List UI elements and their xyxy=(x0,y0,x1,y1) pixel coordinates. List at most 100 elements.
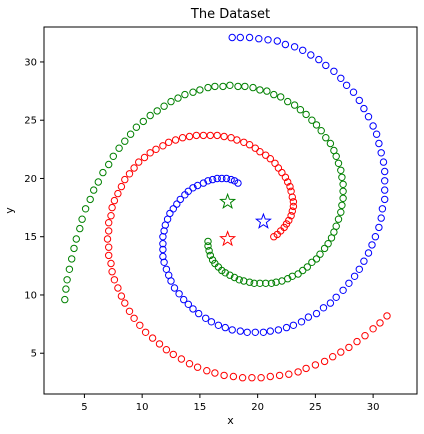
blue-data-point xyxy=(381,177,389,185)
red-data-point xyxy=(284,178,292,186)
red-data-point xyxy=(162,346,171,354)
blue-data-point xyxy=(282,323,291,332)
red-data-point xyxy=(266,372,274,381)
blue-data-point xyxy=(159,233,167,241)
green-data-point xyxy=(320,244,329,253)
red-data-point xyxy=(105,227,113,235)
blue-data-point xyxy=(379,158,388,166)
y-tick-label: 25 xyxy=(24,116,37,127)
blue-data-point xyxy=(181,191,189,199)
green-data-point xyxy=(167,97,175,106)
x-tick-label: 10 xyxy=(136,402,149,413)
series-layer xyxy=(61,33,391,382)
red-data-point xyxy=(146,149,154,157)
x-tick-label: 15 xyxy=(194,402,207,413)
red-data-point xyxy=(227,134,235,142)
red-data-point xyxy=(193,363,202,371)
blue-data-point xyxy=(189,184,197,192)
red-data-point xyxy=(287,187,295,196)
red-data-point xyxy=(240,138,248,147)
blue-data-point xyxy=(204,177,212,185)
y-axis-label: y xyxy=(3,207,16,214)
x-tick-label: 5 xyxy=(81,402,87,413)
red-data-point xyxy=(262,151,270,159)
blue-data-point xyxy=(364,249,373,257)
red-data-point xyxy=(185,132,194,141)
red-data-point xyxy=(203,367,211,375)
green-data-point xyxy=(249,83,257,92)
green-data-point xyxy=(308,116,316,124)
red-data-point xyxy=(294,368,302,376)
green-data-point xyxy=(68,255,76,263)
red-data-point xyxy=(220,132,228,141)
red-data-point xyxy=(289,198,298,206)
green-data-point xyxy=(256,279,264,287)
green-data-point xyxy=(78,215,86,223)
green-data-point xyxy=(70,244,78,253)
y-tick-label: 15 xyxy=(24,232,37,243)
red-data-point xyxy=(140,153,149,162)
red-data-point xyxy=(329,353,337,361)
chart-title: The Dataset xyxy=(190,7,270,22)
blue-data-point xyxy=(202,314,210,322)
red-data-point xyxy=(159,142,167,150)
blue-data-point xyxy=(332,293,340,301)
red-data-point xyxy=(286,182,294,191)
red-data-point xyxy=(320,357,329,366)
green-data-point xyxy=(196,86,204,94)
blue-data-point xyxy=(180,295,188,304)
blue-data-point xyxy=(377,149,385,157)
red-data-point xyxy=(107,259,115,268)
blue-data-point xyxy=(167,277,175,285)
blue-data-point xyxy=(355,265,363,273)
blue-data-point xyxy=(160,258,168,266)
green-data-point xyxy=(234,82,242,91)
blue-data-point xyxy=(236,33,245,42)
red-data-point xyxy=(271,159,279,168)
blue-data-point xyxy=(377,214,385,222)
blue-data-point xyxy=(381,195,389,204)
red-data-point xyxy=(285,370,293,378)
green-data-point xyxy=(312,121,321,129)
red-data-point xyxy=(105,251,113,260)
green-data-point xyxy=(250,279,258,287)
blue-data-point xyxy=(375,223,383,232)
x-tick-label: 25 xyxy=(309,402,322,413)
green-data-point xyxy=(65,265,74,273)
red-data-point xyxy=(383,312,391,320)
red-data-point xyxy=(136,321,144,329)
red-data-point xyxy=(177,355,186,363)
red-data-point xyxy=(274,164,283,172)
y-tick-label: 10 xyxy=(24,290,37,301)
blue-data-point xyxy=(319,304,328,312)
y-tick-label: 30 xyxy=(24,57,37,68)
blue-data-point xyxy=(345,279,353,287)
blue-centroid-star xyxy=(254,212,272,229)
green-data-point xyxy=(226,81,234,90)
green-data-point xyxy=(303,263,311,271)
green-data-point xyxy=(322,134,330,142)
green-data-point xyxy=(206,251,215,260)
red-data-point xyxy=(206,131,215,140)
blue-data-point xyxy=(337,74,345,83)
green-data-point xyxy=(270,90,278,99)
red-data-point xyxy=(105,243,113,251)
green-data-point xyxy=(62,285,70,293)
red-data-point xyxy=(152,145,160,154)
red-data-point xyxy=(117,292,126,300)
red-data-point xyxy=(285,216,293,225)
blue-data-point xyxy=(173,200,181,208)
green-data-point xyxy=(121,137,129,145)
green-data-point xyxy=(312,255,321,263)
x-axis: 5 10 15 20 25 30 xyxy=(81,394,379,413)
green-data-point xyxy=(132,123,141,131)
blue-data-point xyxy=(176,195,185,204)
green-data-point xyxy=(226,271,234,279)
green-data-point xyxy=(317,127,325,135)
red-data-point xyxy=(110,276,119,284)
blue-data-point xyxy=(350,272,359,280)
green-data-point xyxy=(284,97,292,106)
red-data-point xyxy=(289,202,298,211)
blue-data-point xyxy=(369,122,377,130)
